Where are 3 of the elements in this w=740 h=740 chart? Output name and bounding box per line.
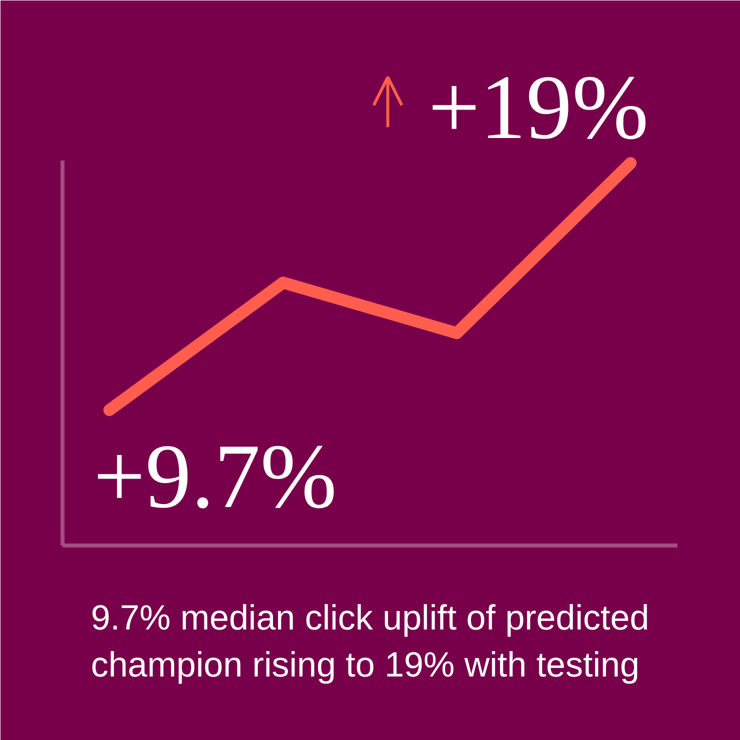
text: 9.7% median click uplift of predicted champion rising to 19% with testing bbox=[90, 598, 650, 684]
data-label: +9.7% bbox=[93, 425, 337, 528]
data-label: +19% bbox=[428, 56, 649, 158]
